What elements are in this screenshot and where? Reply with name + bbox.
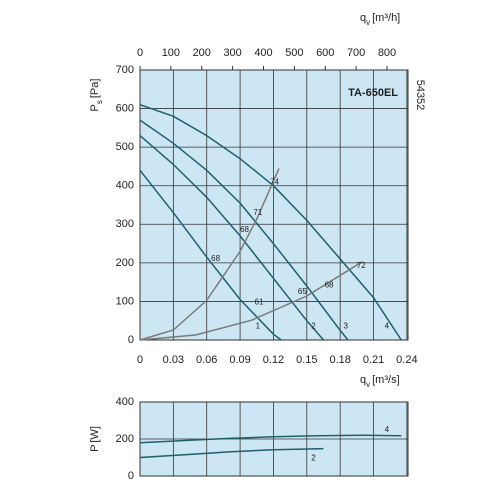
- x-axis-label-symbol: q: [360, 374, 366, 386]
- y-axis-label: P [W]: [89, 426, 101, 452]
- annotation: 2: [311, 454, 316, 463]
- y-axis-label: Ps[Pa]: [89, 79, 104, 112]
- y-axis-label-unit: [W]: [89, 426, 101, 443]
- annotation: 68: [211, 254, 220, 263]
- annotation: 61: [255, 298, 264, 307]
- y-tick-label: 700: [116, 64, 134, 76]
- x2-tick-label: 300: [223, 47, 241, 59]
- x2-tick-label: 0: [137, 47, 143, 59]
- code: 54352: [414, 80, 426, 111]
- x-axis-label-subscript: v: [366, 380, 370, 389]
- plot-area: [139, 69, 409, 341]
- annotation: 68: [240, 225, 249, 234]
- y-tick-label: 200: [116, 433, 134, 445]
- curve: [139, 169, 282, 341]
- x-tick-label: 0.12: [263, 354, 284, 366]
- y-axis-label-unit: [Pa]: [89, 79, 101, 99]
- annotation: 3: [343, 322, 348, 331]
- x2-axis-label: qv [m³/h]: [360, 12, 400, 27]
- curve: [139, 261, 363, 341]
- x-tick-label: 0: [137, 354, 143, 366]
- x2-tick-label: 500: [285, 47, 303, 59]
- curve: [139, 168, 280, 341]
- x-tick-label: 0.06: [196, 354, 217, 366]
- x2-axis-label-subscript: v: [366, 18, 370, 27]
- y-tick-label: 100: [116, 295, 134, 307]
- x-tick-label: 0.21: [363, 354, 384, 366]
- annotation: 72: [357, 261, 366, 270]
- x-tick-label: 0.18: [329, 354, 350, 366]
- curve: [139, 135, 325, 341]
- y-axis-label-subscript: s: [95, 100, 104, 104]
- annotation: 1: [256, 322, 261, 331]
- x2-tick-label: 800: [378, 47, 396, 59]
- chart-title: TA-650EL: [348, 87, 398, 99]
- annotation: 4: [385, 425, 390, 434]
- y-tick-label: 300: [116, 218, 134, 230]
- y-axis-label-symbol: P: [89, 445, 101, 452]
- x-tick-label: 0.15: [296, 354, 317, 366]
- x2-axis-label-unit: [m³/h]: [372, 12, 400, 24]
- x2-tick-label: 200: [193, 47, 211, 59]
- x-tick-label: 0.03: [163, 354, 184, 366]
- x2-axis-label-symbol: q: [360, 12, 366, 24]
- annotation: 68: [325, 280, 334, 289]
- curve: [139, 434, 402, 444]
- y-axis-label-symbol: P: [89, 104, 101, 111]
- annotation: 74: [270, 178, 279, 187]
- curve: [139, 119, 349, 341]
- x2-tick-label: 600: [316, 47, 334, 59]
- y-tick-label: 200: [116, 257, 134, 269]
- x2-tick-label: 400: [254, 47, 272, 59]
- y-tick-label: 400: [116, 396, 134, 408]
- y-tick-label: 400: [116, 180, 134, 192]
- x-tick-label: 0.09: [229, 354, 250, 366]
- x2-tick-label: 100: [162, 47, 180, 59]
- y-tick-label: 500: [116, 141, 134, 153]
- x2-tick-label: 700: [347, 47, 365, 59]
- x-axis-label: qv [m³/s]: [360, 374, 400, 389]
- curve: [139, 447, 324, 459]
- y-tick-label: 0: [128, 334, 134, 346]
- annotation: 71: [253, 208, 262, 217]
- annotation: 65: [298, 287, 307, 296]
- annotation: 2: [311, 322, 316, 331]
- x-tick-label: 0.24: [396, 354, 417, 366]
- x-axis-label-unit: [m³/s]: [372, 374, 400, 386]
- curve: [139, 103, 402, 341]
- y-tick-label: 0: [128, 470, 134, 482]
- annotation: 4: [385, 322, 390, 331]
- y-tick-label: 600: [116, 102, 134, 114]
